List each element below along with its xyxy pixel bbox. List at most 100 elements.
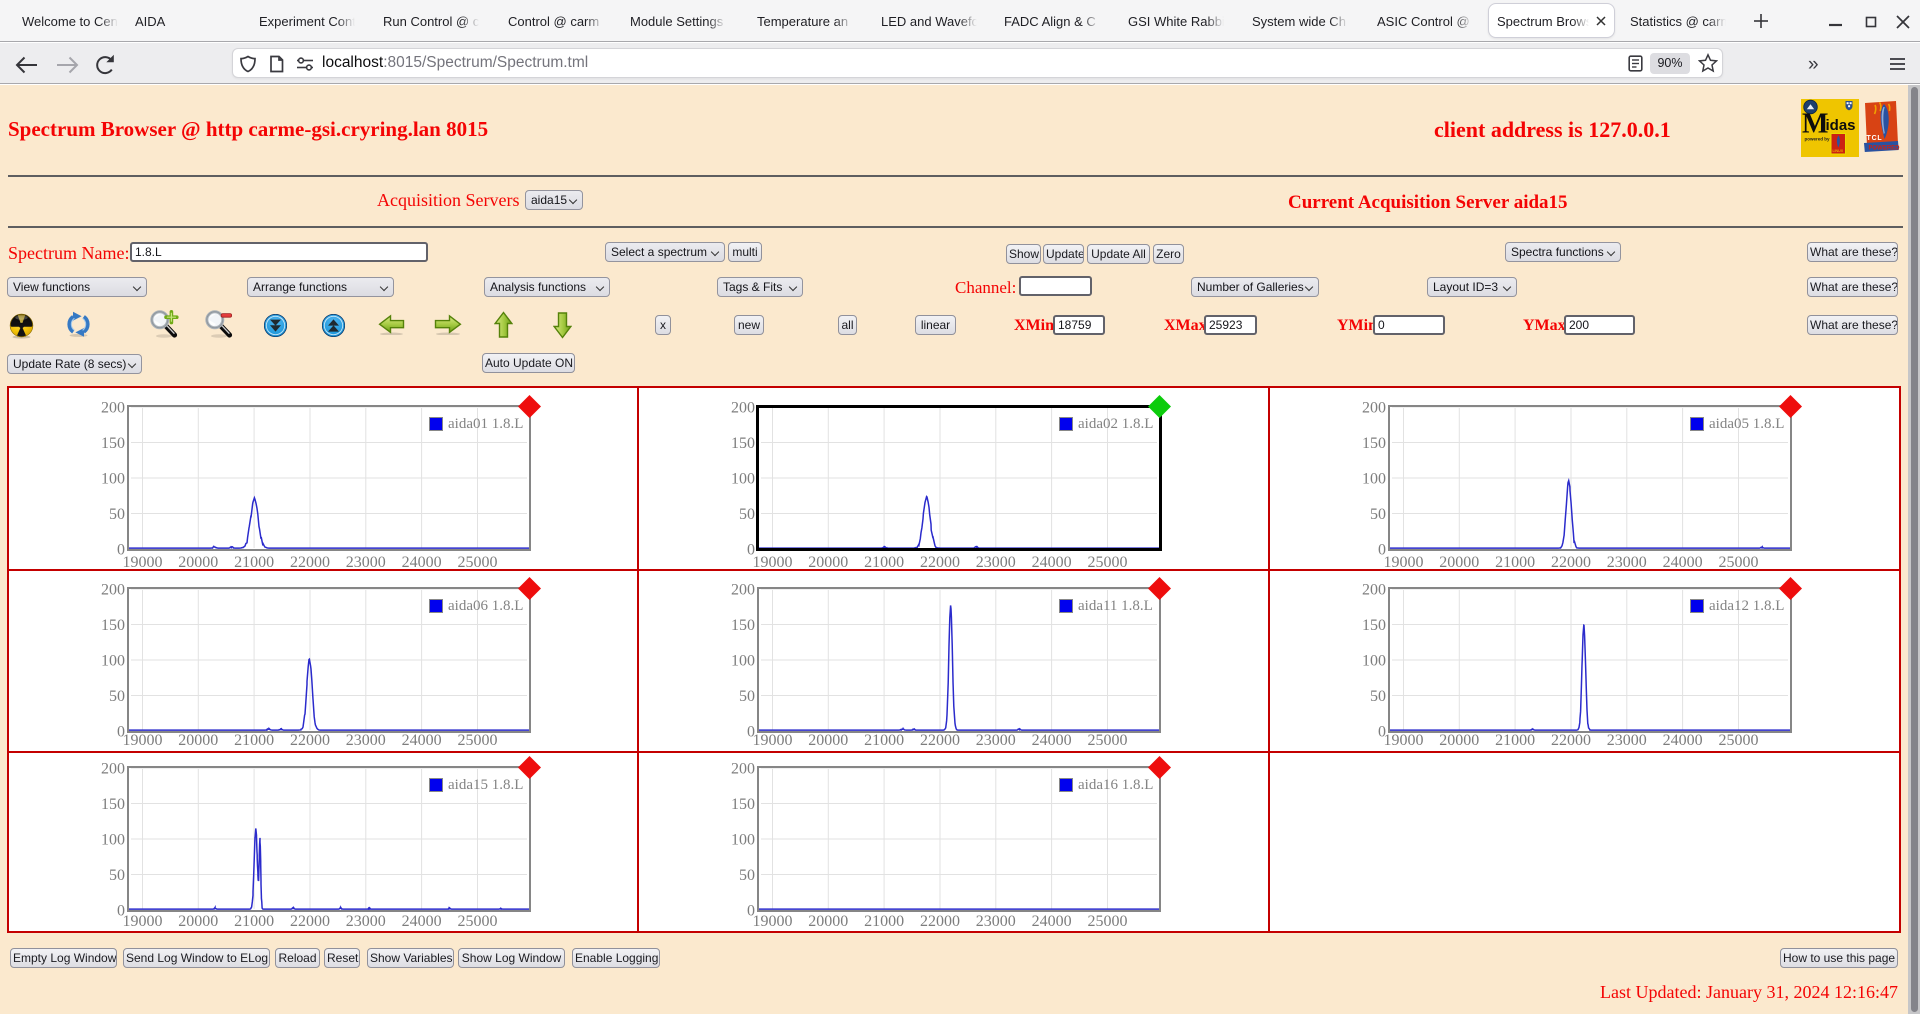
svg-text:20000: 20000 [1439, 554, 1479, 571]
svg-text:25000: 25000 [1088, 554, 1128, 571]
svg-text:22000: 22000 [1551, 554, 1591, 571]
svg-text:100: 100 [1362, 653, 1386, 670]
svg-text:0: 0 [117, 542, 125, 559]
svg-text:50: 50 [109, 867, 125, 884]
svg-text:25000: 25000 [458, 554, 498, 571]
svg-text:23000: 23000 [346, 913, 386, 930]
svg-text:aida02 1.8.L: aida02 1.8.L [1078, 416, 1153, 432]
svg-text:50: 50 [739, 867, 755, 884]
svg-text:0: 0 [1378, 542, 1386, 559]
svg-text:24000: 24000 [1032, 554, 1072, 571]
svg-text:23000: 23000 [976, 913, 1016, 930]
svg-text:25000: 25000 [458, 913, 498, 930]
svg-text:22000: 22000 [920, 732, 960, 749]
svg-text:25000: 25000 [1088, 732, 1128, 749]
svg-text:0: 0 [747, 542, 755, 559]
svg-text:25000: 25000 [1088, 913, 1128, 930]
svg-text:150: 150 [731, 796, 755, 813]
svg-text:200: 200 [101, 582, 125, 599]
svg-text:19000: 19000 [1384, 554, 1424, 571]
svg-text:22000: 22000 [920, 554, 960, 571]
svg-text:aida15 1.8.L: aida15 1.8.L [448, 777, 523, 793]
svg-text:50: 50 [1370, 506, 1386, 523]
svg-text:19000: 19000 [123, 554, 163, 571]
svg-text:50: 50 [1370, 688, 1386, 705]
svg-text:200: 200 [1362, 400, 1386, 417]
svg-text:21000: 21000 [864, 554, 904, 571]
svg-text:M: M [1802, 109, 1828, 140]
svg-text:0: 0 [117, 724, 125, 741]
svg-text:21000: 21000 [1495, 554, 1535, 571]
svg-text:aida12 1.8.L: aida12 1.8.L [1709, 598, 1784, 614]
svg-text:21000: 21000 [234, 554, 274, 571]
svg-text:150: 150 [1362, 617, 1386, 634]
svg-text:19000: 19000 [753, 554, 793, 571]
svg-text:150: 150 [101, 435, 125, 452]
svg-text:22000: 22000 [290, 732, 330, 749]
svg-text:20000: 20000 [1439, 732, 1479, 749]
svg-text:aida01 1.8.L: aida01 1.8.L [448, 416, 523, 432]
svg-text:20000: 20000 [808, 554, 848, 571]
svg-text:22000: 22000 [290, 913, 330, 930]
svg-text:0: 0 [117, 903, 125, 920]
svg-text:24000: 24000 [402, 913, 442, 930]
svg-text:23000: 23000 [976, 732, 1016, 749]
svg-text:22000: 22000 [920, 913, 960, 930]
svg-text:200: 200 [731, 400, 755, 417]
svg-text:21000: 21000 [864, 732, 904, 749]
svg-text:100: 100 [101, 653, 125, 670]
svg-text:19000: 19000 [753, 913, 793, 930]
svg-text:100: 100 [101, 832, 125, 849]
svg-text:aida11 1.8.L: aida11 1.8.L [1078, 598, 1153, 614]
svg-text:23000: 23000 [346, 732, 386, 749]
svg-text:20000: 20000 [178, 732, 218, 749]
svg-text:19000: 19000 [1384, 732, 1424, 749]
svg-text:20000: 20000 [178, 913, 218, 930]
svg-text:powered by: powered by [1805, 137, 1831, 142]
svg-text:19000: 19000 [753, 732, 793, 749]
svg-text:25000: 25000 [458, 732, 498, 749]
svg-text:20000: 20000 [808, 913, 848, 930]
svg-text:200: 200 [101, 400, 125, 417]
svg-text:23000: 23000 [346, 554, 386, 571]
svg-text:24000: 24000 [1032, 913, 1072, 930]
svg-text:21000: 21000 [864, 913, 904, 930]
svg-text:24000: 24000 [1663, 732, 1703, 749]
svg-text:0: 0 [747, 724, 755, 741]
svg-text:19000: 19000 [123, 913, 163, 930]
svg-text:TCL: TCL [1867, 135, 1883, 142]
svg-text:aida06 1.8.L: aida06 1.8.L [448, 598, 523, 614]
svg-text:22000: 22000 [1551, 732, 1591, 749]
svg-text:150: 150 [1362, 435, 1386, 452]
svg-text:aida05 1.8.L: aida05 1.8.L [1709, 416, 1784, 432]
svg-text:200: 200 [731, 582, 755, 599]
svg-text:LINUX: LINUX [1833, 149, 1844, 153]
svg-text:50: 50 [109, 506, 125, 523]
svg-text:100: 100 [731, 653, 755, 670]
svg-text:aida16 1.8.L: aida16 1.8.L [1078, 777, 1153, 793]
svg-text:idas: idas [1826, 117, 1856, 134]
svg-text:23000: 23000 [1607, 732, 1647, 749]
svg-text:50: 50 [739, 506, 755, 523]
svg-text:100: 100 [1362, 471, 1386, 488]
svg-text:24000: 24000 [1032, 732, 1072, 749]
svg-text:24000: 24000 [402, 554, 442, 571]
svg-text:150: 150 [101, 617, 125, 634]
svg-text:23000: 23000 [976, 554, 1016, 571]
svg-text:POWERED: POWERED [1869, 146, 1901, 152]
svg-text:150: 150 [101, 796, 125, 813]
svg-text:21000: 21000 [1495, 732, 1535, 749]
svg-text:100: 100 [101, 471, 125, 488]
svg-text:25000: 25000 [1719, 732, 1759, 749]
svg-text:100: 100 [731, 832, 755, 849]
svg-text:25000: 25000 [1719, 554, 1759, 571]
svg-text:50: 50 [739, 688, 755, 705]
svg-text:24000: 24000 [402, 732, 442, 749]
svg-text:200: 200 [1362, 582, 1386, 599]
svg-text:100: 100 [731, 471, 755, 488]
svg-text:22000: 22000 [290, 554, 330, 571]
svg-text:50: 50 [109, 688, 125, 705]
svg-text:150: 150 [731, 617, 755, 634]
svg-text:200: 200 [731, 761, 755, 778]
svg-text:150: 150 [731, 435, 755, 452]
